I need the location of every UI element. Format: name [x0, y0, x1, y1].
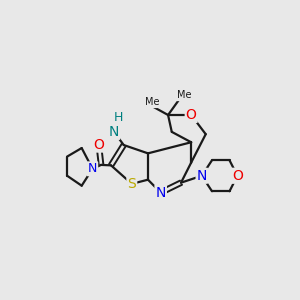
Text: O: O [232, 169, 243, 183]
Text: O: O [186, 108, 196, 122]
Text: Me: Me [145, 97, 160, 107]
Text: N: N [88, 162, 97, 175]
Text: S: S [128, 177, 136, 191]
Text: N: N [109, 125, 119, 139]
Text: O: O [93, 138, 104, 152]
Text: N: N [196, 169, 207, 183]
Text: H: H [113, 111, 123, 124]
Text: Me: Me [176, 90, 191, 100]
Text: N: N [155, 186, 166, 200]
